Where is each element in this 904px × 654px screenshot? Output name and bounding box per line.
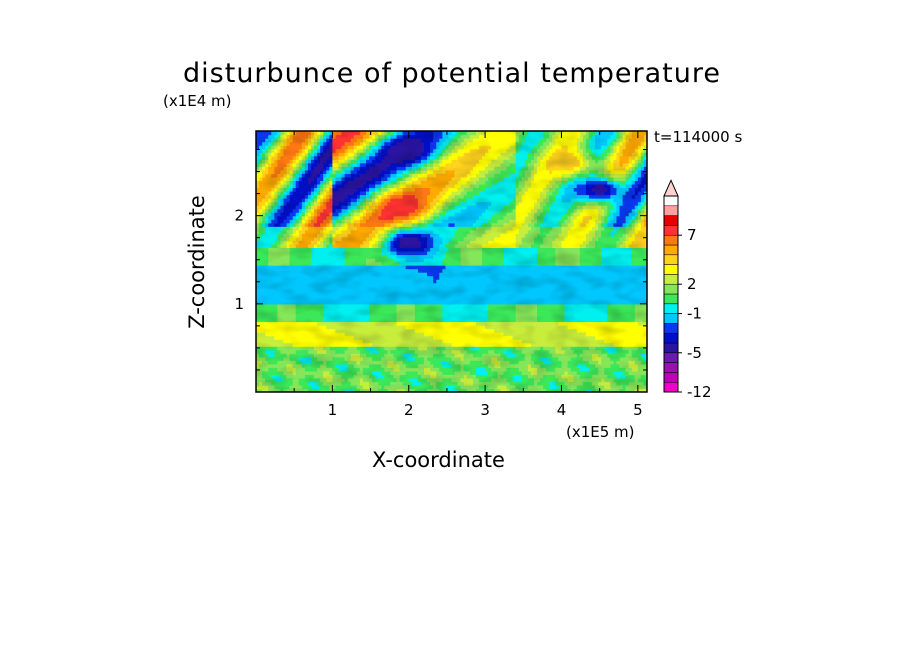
x-axis-label: X-coordinate	[372, 448, 505, 472]
time-annotation: t=114000 s	[654, 128, 743, 146]
y-axis-multiplier: (x1E4 m)	[163, 92, 232, 110]
chart-title: disturbunce of potential temperature	[183, 58, 721, 89]
x-axis-multiplier: (x1E5 m)	[566, 423, 635, 441]
plot-area	[256, 131, 647, 392]
